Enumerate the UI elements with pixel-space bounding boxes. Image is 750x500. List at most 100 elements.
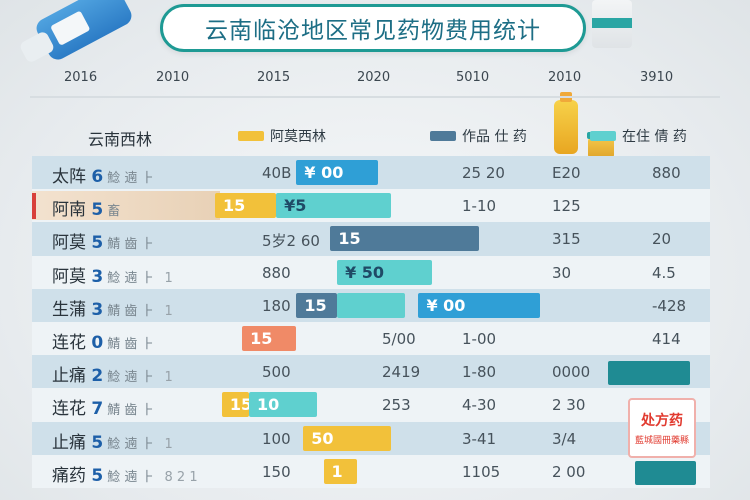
drug-number: 5 [91,465,104,486]
drug-number: 3 [91,299,104,320]
table-cell: 500 [262,363,291,382]
bar-label: 15 [338,229,361,249]
drug-suffix: 鯰 遖 ⺊ [107,270,155,286]
drug-suffix: 鯖 齒 ⺊ [107,237,155,253]
divider [30,96,720,98]
cost-bar [337,292,405,318]
cost-bar [215,193,277,219]
legend-label: 作品 仕 药 [462,129,527,145]
drug-name: 阿莫 [52,266,92,287]
year-ticks: 2016 2010 2015 2020 5010 2010 3910 [0,70,750,90]
row-digit: 1 [164,270,173,286]
legend-item: 作品 仕 药 [430,126,527,146]
tick-label: 2020 [357,70,391,85]
tick-label: 5010 [456,70,490,85]
table-cell: 150 [262,462,291,481]
table-cell: 5岁2 60 [262,232,320,251]
cost-bar [242,325,297,351]
cost-bar [296,160,378,185]
table-cell: 40B [262,164,292,182]
bar-label: 15 [250,328,273,348]
table-cell: 880 [652,164,681,182]
row-digit: 8 2 1 [164,469,198,485]
drug-name: 阿莫 [52,233,92,254]
table-cell: 25 20 [462,164,505,182]
table-cell: 1-80 [462,363,497,382]
cost-bar [296,292,338,318]
rx-title: 处方药 [641,413,683,429]
tick-label: 2010 [156,70,190,85]
cost-bar [323,458,358,484]
table-cell: 1-00 [462,329,497,348]
drug-name: 阿南 [52,200,92,221]
cost-bar [337,259,432,285]
drug-number: 7 [91,399,104,420]
table-cell: 3/4 [552,429,577,448]
bar-label: 10 [256,395,280,415]
cost-bar [303,425,392,451]
tick-label: 3910 [640,70,674,85]
table-cell: 5/00 [382,329,416,348]
table-cell: 880 [262,263,291,282]
drug-suffix: 鯖 齒 ⺊ [107,303,155,319]
drug-suffix: 鯰 遖 ⺊ [107,370,155,386]
table-cell: 315 [552,230,581,249]
bar-label: ¥ 00 [304,163,344,182]
bar-label: ¥ 50 [345,262,385,282]
table-row: 阿南 5 畜 1-10 125 15 ¥5 [32,189,710,223]
row-digit: 1 [164,370,173,386]
bar-label: 15 [304,295,327,315]
drug-number: 3 [91,266,104,287]
table-cell: 30 [552,263,572,282]
drug-name: 止痛 [52,432,92,453]
highlight-strip [32,191,220,221]
legend-label: 阿莫西林 [270,129,326,145]
legend: 云南西林 阿莫西林 作品 仕 药 在住 倩 药 [0,126,750,149]
legend-swatch [430,131,456,141]
drug-name: 生蒲 [52,299,92,320]
table-cell: 100 [262,429,291,448]
drug-suffix: 鯖 齒 ⺊ [107,403,155,419]
drug-name: 太阵 [52,167,92,187]
drug-name: 止痛 [52,366,92,387]
drug-suffix: 鯖 齒 ⺊ [107,336,155,352]
bar-label: 1 [331,461,343,481]
drug-name: 连花 [52,399,92,420]
table-cell: 20 [652,230,672,249]
bar-label: ¥ 00 [426,295,466,315]
rx-subtitle: 藍城國冊藥縣 [634,436,689,446]
drug-number: 6 [91,167,104,187]
table-cell: 253 [382,396,411,415]
row-digit: 1 [164,303,173,319]
table-cell: 3-41 [462,429,497,448]
page-title: 云南临沧地区常见药物费用统计 [160,4,586,52]
drug-suffix: 鯰 遖 ⺊ [107,469,155,485]
legend-label: 在住 倩 药 [622,129,687,145]
cost-bar [330,226,480,252]
table-cell: 2 00 [552,462,586,481]
row-header: 云南西林 [88,130,153,149]
table-cell: E20 [552,164,581,182]
legend-item: 阿莫西林 [238,126,326,146]
drug-name: 连花 [52,332,92,353]
cost-bar [248,392,317,418]
table-cell: 0000 [552,363,591,382]
row-accent [32,193,36,220]
cost-bar [608,361,690,386]
table-cell: -428 [652,296,687,315]
